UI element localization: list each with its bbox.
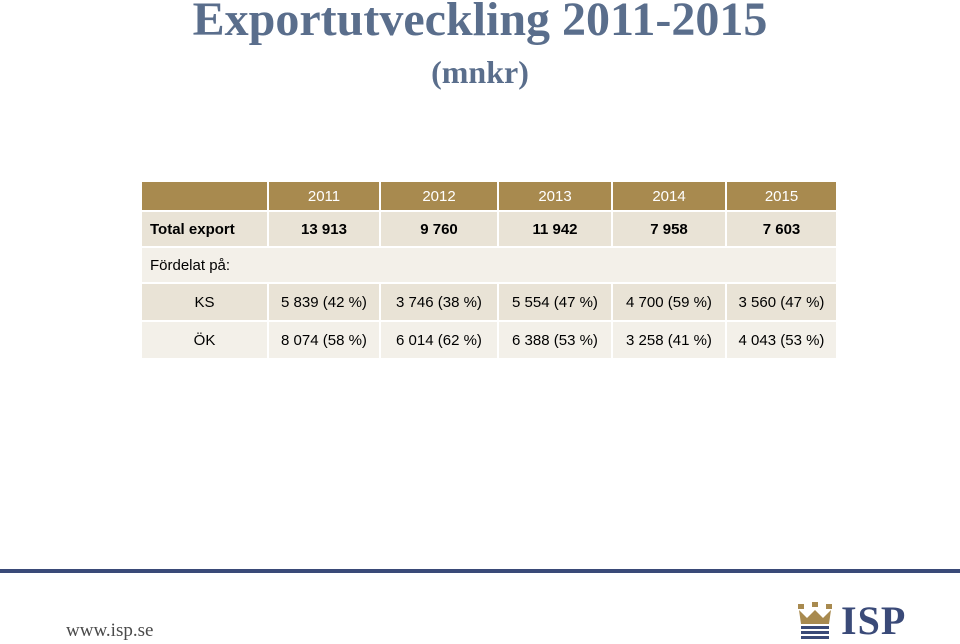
header-year-cell: 2014 xyxy=(613,182,725,210)
header-year-cell: 2015 xyxy=(727,182,836,210)
row-label: ÖK xyxy=(142,322,267,358)
row-label: Fördelat på: xyxy=(142,248,836,282)
table-row-ok: ÖK 8 074 (58 %) 6 014 (62 %) 6 388 (53 %… xyxy=(142,322,836,358)
isp-logo: ISP xyxy=(795,597,907,643)
header-year-cell: 2012 xyxy=(381,182,497,210)
table-cell: 7 603 xyxy=(727,212,836,246)
table-header-row: 2011 2012 2013 2014 2015 xyxy=(142,182,836,210)
table-cell: 8 074 (58 %) xyxy=(269,322,379,358)
table-cell: 7 958 xyxy=(613,212,725,246)
footer-divider xyxy=(0,569,960,573)
export-table: 2011 2012 2013 2014 2015 Total export 13… xyxy=(140,180,838,360)
table-cell: 4 700 (59 %) xyxy=(613,284,725,320)
header-year-cell: 2011 xyxy=(269,182,379,210)
page-subtitle: (mnkr) xyxy=(431,54,529,90)
table-cell: 6 388 (53 %) xyxy=(499,322,611,358)
table-row-distribution: Fördelat på: xyxy=(142,248,836,282)
table-cell: 3 258 (41 %) xyxy=(613,322,725,358)
table-cell: 3 560 (47 %) xyxy=(727,284,836,320)
row-label: KS xyxy=(142,284,267,320)
footer-url: www.isp.se xyxy=(66,620,154,641)
header-corner-cell xyxy=(142,182,267,210)
table-cell: 5 554 (47 %) xyxy=(499,284,611,320)
row-label: Total export xyxy=(142,212,267,246)
header-year-cell: 2013 xyxy=(499,182,611,210)
table-cell: 4 043 (53 %) xyxy=(727,322,836,358)
table-cell: 11 942 xyxy=(499,212,611,246)
table-row-ks: KS 5 839 (42 %) 3 746 (38 %) 5 554 (47 %… xyxy=(142,284,836,320)
crown-icon xyxy=(798,602,832,639)
logo-text: ISP xyxy=(841,597,907,643)
table-cell: 6 014 (62 %) xyxy=(381,322,497,358)
table-cell: 9 760 xyxy=(381,212,497,246)
table-row-total-export: Total export 13 913 9 760 11 942 7 958 7… xyxy=(142,212,836,246)
table-cell: 3 746 (38 %) xyxy=(381,284,497,320)
page-title: Exportutveckling 2011-2015 xyxy=(192,0,768,46)
table-cell: 5 839 (42 %) xyxy=(269,284,379,320)
table-cell: 13 913 xyxy=(269,212,379,246)
